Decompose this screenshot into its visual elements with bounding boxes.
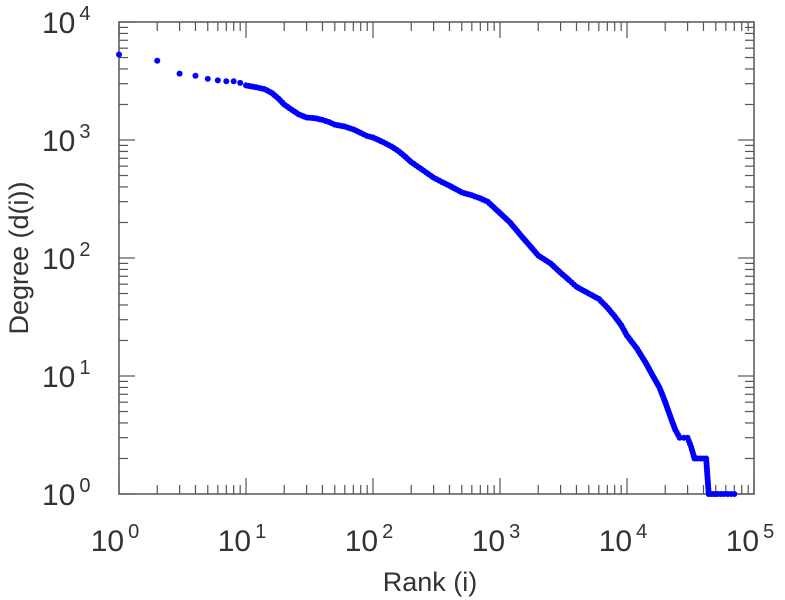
data-point [176,70,183,77]
x-tick-label: 10 5 [726,521,775,558]
y-tick-label: 10 1 [42,357,91,394]
data-point [204,75,211,82]
data-point [731,491,738,497]
y-tick-label: 10 3 [42,121,91,158]
plot-frame [118,21,755,495]
data-point [154,57,161,64]
y-tick-label: 10 4 [42,3,91,40]
tick-labels: 10 0 10 1 10 2 10 3 10 4 10 5 10 0 10 1 10 2 10 3 10 4 [42,3,774,558]
data-point [214,77,221,84]
axis-ticks [118,21,755,495]
data-points [116,51,738,497]
y-axis-label: Degree (d(i)) [4,181,34,334]
x-tick-label: 10 0 [91,521,140,558]
x-tick-label: 10 3 [472,521,521,558]
x-tick-label: 10 4 [599,521,648,558]
data-point [223,78,230,85]
y-tick-label: 10 0 [42,475,91,512]
data-point [192,72,199,79]
x-tick-label: 10 2 [345,521,394,558]
data-point [230,78,237,85]
data-point [116,51,122,58]
x-tick-label: 10 1 [218,521,267,558]
x-axis-label: Rank (i) [383,567,478,597]
data-point [237,79,244,86]
y-tick-label: 10 2 [42,239,91,276]
